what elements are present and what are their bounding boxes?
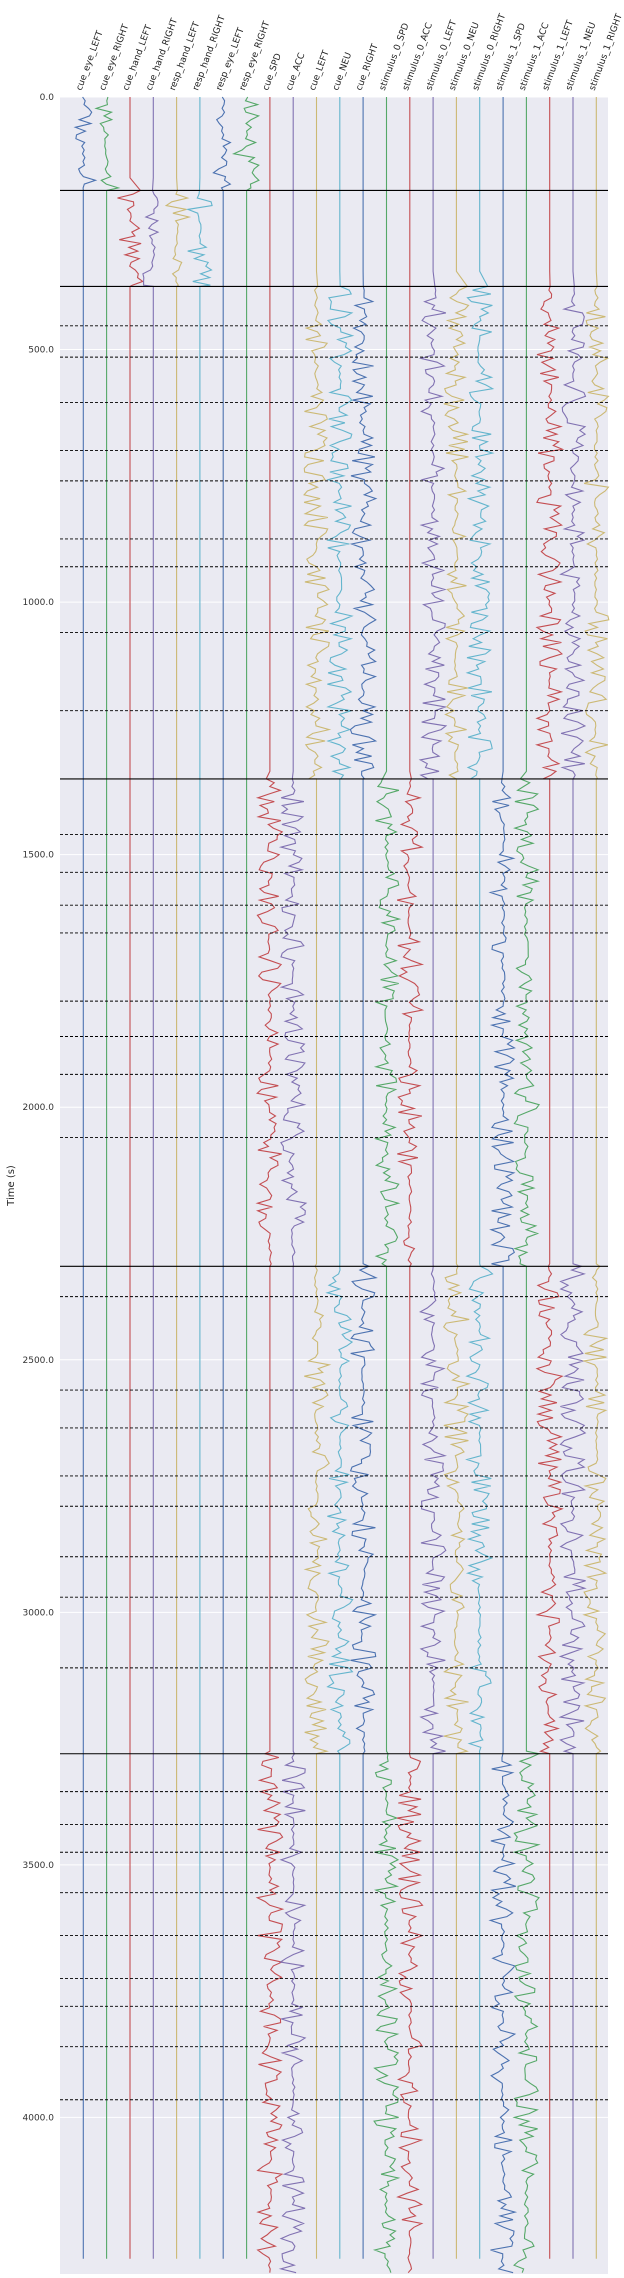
- y-axis-label: Time (s): [6, 1165, 17, 1207]
- channel-trace-stimulus_0_SPD: [372, 97, 402, 2273]
- block-boundaries: [60, 189, 608, 2101]
- y-tick-label: 500.0: [28, 346, 54, 356]
- y-tick-label: 1500.0: [23, 851, 55, 861]
- y-tick-label: 3500.0: [23, 1861, 55, 1871]
- channel-trace-stimulus_1_ACC: [512, 97, 541, 2273]
- channel-trace-cue_SPD: [255, 97, 285, 2273]
- channel-trace-cue_hand_LEFT: [117, 97, 144, 2259]
- y-tick-label: 2000.0: [23, 1103, 55, 1113]
- channel-trace-cue_hand_RIGHT: [142, 97, 160, 2259]
- channel-trace-stimulus_1_SPD: [488, 97, 518, 2274]
- channel-trace-cue_eye_RIGHT: [94, 96, 121, 2259]
- y-tick-label: 4000.0: [23, 2113, 55, 2123]
- channel-trace-resp_hand_LEFT: [164, 97, 192, 2259]
- plot-area: [60, 97, 608, 2274]
- channel-trace-stimulus_0_NEU: [442, 97, 471, 2259]
- channel-trace-stimulus_1_LEFT: [534, 97, 565, 2259]
- channel-trace-cue_RIGHT: [349, 97, 378, 2259]
- y-tick-label: 1000.0: [23, 598, 55, 608]
- channel-trace-stimulus_0_ACC: [396, 97, 425, 2274]
- channel-trace-cue_eye_LEFT: [73, 96, 98, 2259]
- channel-trace-resp_eye_LEFT: [212, 96, 232, 2259]
- y-axis-ticks: 0.0 500.0 1000.0 1500.0 2000.0 2500.0 3000.0 35…: [23, 93, 55, 2123]
- channel-trace-cue_ACC: [278, 97, 308, 2274]
- y-tick-label: 0.0: [40, 93, 55, 103]
- y-tick-label: 3000.0: [23, 1608, 55, 1618]
- channel-trace-stimulus_0_RIGHT: [465, 97, 495, 2259]
- channel-trace-cue_LEFT: [303, 97, 332, 2259]
- channel-trace-resp_eye_RIGHT: [231, 96, 261, 2259]
- channel-trace-resp_hand_RIGHT: [185, 97, 213, 2259]
- y-tick-label: 2500.0: [23, 1356, 55, 1366]
